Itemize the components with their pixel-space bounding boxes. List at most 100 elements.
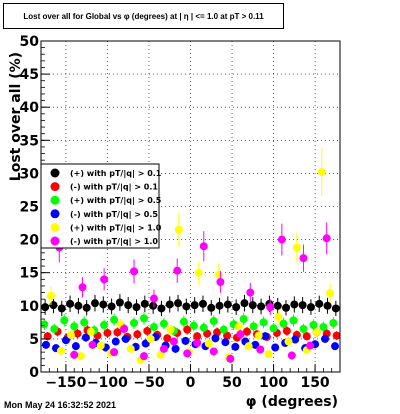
data-point (132, 303, 141, 312)
data-point (189, 321, 198, 330)
y-tick-label: 30 (20, 166, 40, 182)
data-point (159, 319, 168, 328)
data-point (279, 319, 288, 328)
data-point (199, 242, 208, 251)
data-point (80, 318, 89, 327)
data-point (41, 340, 50, 349)
data-point (315, 299, 324, 308)
data-point (244, 342, 253, 351)
data-point (302, 332, 311, 341)
legend-marker (50, 195, 60, 205)
y-axis-title: Lost over all (%) (8, 52, 24, 181)
data-point (322, 234, 331, 243)
data-point (82, 303, 91, 312)
data-point (70, 350, 79, 359)
data-point (204, 339, 213, 348)
data-series (40, 148, 341, 365)
data-point (111, 337, 120, 346)
data-point (57, 304, 66, 313)
data-point (306, 303, 315, 312)
data-point (193, 338, 202, 347)
data-point (173, 266, 182, 275)
data-point (139, 352, 148, 361)
y-tick-label: 5 (29, 332, 39, 348)
series-2 (40, 311, 338, 336)
data-point (139, 314, 148, 323)
data-point (216, 277, 225, 286)
data-point (282, 303, 291, 312)
data-point (321, 334, 330, 343)
legend-entry: (-) with pT/|q| > 0.5 (70, 210, 158, 219)
data-point (287, 351, 296, 360)
data-point (264, 350, 273, 359)
data-point (130, 319, 139, 328)
data-point (223, 300, 232, 309)
data-point (70, 322, 79, 331)
data-point (156, 350, 165, 359)
y-tick-label: 35 (20, 133, 39, 149)
legend-marker (50, 222, 60, 232)
data-point (329, 319, 338, 328)
data-point (149, 322, 158, 331)
data-point (61, 336, 70, 345)
data-point (277, 235, 286, 244)
legend-entry: (+) with pT/|q| > 1.0 (70, 223, 162, 232)
data-point (76, 352, 85, 361)
data-point (306, 341, 315, 350)
data-point (292, 243, 301, 252)
data-point (214, 270, 223, 279)
data-point (319, 322, 328, 331)
data-point (183, 349, 192, 358)
data-point (236, 330, 245, 339)
axes: −150 −100 −50 0 50 100 150 0 5 10 15 20 25 30 35 40 45 50 (20, 34, 341, 391)
legend-box (40, 163, 160, 249)
data-point (124, 301, 133, 310)
data-point (159, 344, 168, 353)
data-point (331, 342, 340, 351)
data-point (50, 324, 59, 333)
data-point (182, 302, 191, 311)
data-point (269, 324, 278, 333)
legend-entry: (-) with pT/|q| > 0.1 (70, 183, 158, 192)
y-tick-label: 25 (20, 200, 39, 216)
legend-entry: (+) with pT/|q| > 0.5 (70, 196, 162, 205)
data-point (100, 275, 109, 284)
data-point (289, 316, 298, 325)
data-point (146, 334, 155, 343)
data-point (234, 322, 243, 331)
x-tick-label: 150 (300, 375, 329, 391)
legend: (+) with pT/|q| > 0.1 (-) with pT/|q| > 0… (40, 163, 162, 249)
data-point (199, 323, 208, 332)
data-point (323, 301, 332, 310)
data-point (73, 329, 82, 338)
x-tick-label: −50 (133, 375, 164, 391)
data-point (207, 303, 216, 312)
data-point (126, 344, 135, 353)
data-point (166, 325, 175, 334)
data-point (174, 299, 183, 308)
data-point (290, 300, 299, 309)
y-tick-label: 45 (20, 67, 39, 83)
x-tick-label: 100 (259, 375, 288, 391)
y-tick-label: 50 (20, 34, 40, 50)
data-point (239, 315, 248, 324)
data-point (331, 304, 340, 313)
data-point (120, 324, 129, 333)
data-point (332, 331, 341, 340)
data-point (211, 334, 220, 343)
data-point (115, 298, 124, 307)
series-0 (41, 294, 340, 317)
data-point (209, 347, 218, 356)
x-tick-label: 50 (222, 375, 242, 391)
data-point (317, 168, 326, 177)
legend-entry: (-) with pT/|q| > 1.0 (70, 237, 158, 246)
data-point (157, 304, 166, 313)
x-tick-label: 0 (186, 375, 196, 391)
data-point (100, 320, 109, 329)
data-point (256, 345, 265, 354)
y-tick-label: 0 (29, 365, 39, 381)
data-point (183, 325, 192, 334)
data-point (41, 303, 50, 312)
data-point (165, 300, 174, 309)
